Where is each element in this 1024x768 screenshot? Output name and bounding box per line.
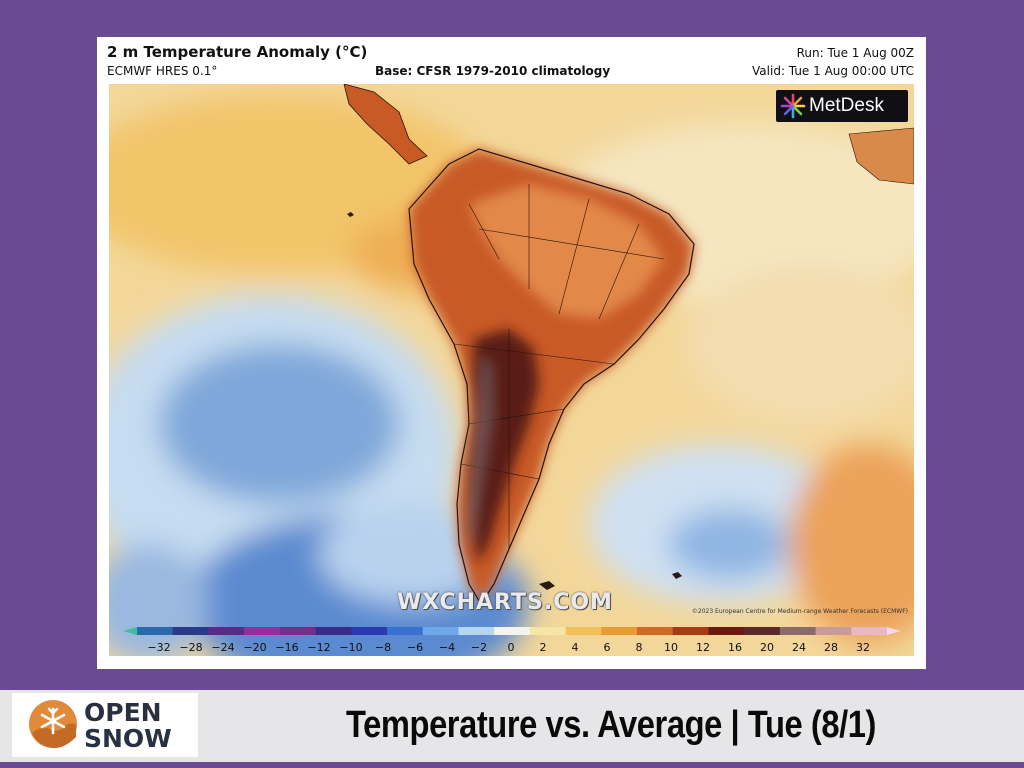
metdesk-label: MetDesk xyxy=(809,95,884,116)
colorbar-cell xyxy=(137,627,174,635)
run-label: Run: Tue 1 Aug 00Z xyxy=(796,46,914,60)
colorbar-tick-label: −20 xyxy=(243,641,267,654)
colorbar-tick-label: 20 xyxy=(760,641,774,654)
colorbar-tick-label: 32 xyxy=(856,641,870,654)
chart-title: 2 m Temperature Anomaly (°C) xyxy=(107,43,368,61)
base-label: Base: CFSR 1979-2010 climatology xyxy=(375,64,611,78)
colorbar-tick-label: −32 xyxy=(147,641,171,654)
chart-frame: 2 m Temperature Anomaly (°C) ECMWF HRES … xyxy=(97,37,926,669)
colorbar xyxy=(123,627,901,635)
colorbar-tick-label: −12 xyxy=(307,641,331,654)
colorbar-cell xyxy=(208,627,245,635)
colorbar-extend-low xyxy=(123,627,137,635)
anomaly-map: MetDesk WXCHARTS.COM ©2023 European Cent… xyxy=(109,84,914,656)
colorbar-cell xyxy=(637,627,674,635)
colorbar-tick-label: 6 xyxy=(603,641,611,654)
colorbar-cell xyxy=(387,627,424,635)
andes-cool-band xyxy=(465,354,495,554)
valid-label: Valid: Tue 1 Aug 00:00 UTC xyxy=(752,64,914,78)
colorbar-cell xyxy=(529,627,567,635)
colorbar-tick-label: 24 xyxy=(792,641,806,654)
colorbar-cell xyxy=(708,627,745,635)
colorbar-cell xyxy=(458,627,495,635)
colorbar-cell xyxy=(815,627,852,635)
logo-snow-text: SNOW xyxy=(84,724,172,753)
colorbar-tick-label: −4 xyxy=(438,641,456,654)
colorbar-cell xyxy=(315,627,352,635)
colorbar-cell xyxy=(351,627,388,635)
colorbar-cells xyxy=(123,627,901,635)
colorbar-tick-label: −24 xyxy=(211,641,235,654)
opensnow-logo: OPEN SNOW xyxy=(12,693,198,757)
anomaly-map-svg xyxy=(109,84,914,656)
metdesk-sunburst-icon xyxy=(780,93,806,119)
colorbar-tick-label: −28 xyxy=(179,641,203,654)
wxcharts-watermark: WXCHARTS.COM xyxy=(397,590,613,615)
model-label: ECMWF HRES 0.1° xyxy=(107,64,218,78)
colorbar-cell xyxy=(244,627,281,635)
colorbar-tick-label: 8 xyxy=(635,641,643,654)
colorbar-cell xyxy=(172,627,209,635)
opensnow-snowflake-icon xyxy=(29,700,77,749)
colorbar-cell xyxy=(779,627,817,635)
colorbar-tick-label: 12 xyxy=(696,641,710,654)
colorbar-ticks: −32 −28 −24 −20 −16 −12 −10 −8 −6 −4 −2 0 2 4 6 8 10 12 16… xyxy=(97,641,926,655)
colorbar-tick-label: −16 xyxy=(275,641,299,654)
colorbar-tick-label: 0 xyxy=(507,641,515,654)
colorbar-tick-label: 2 xyxy=(539,641,547,654)
colorbar-tick-label: 10 xyxy=(664,641,678,654)
colorbar-cell xyxy=(422,627,459,635)
colorbar-cell xyxy=(565,627,602,635)
colorbar-cell xyxy=(744,627,781,635)
colorbar-tick-label: 16 xyxy=(728,641,742,654)
colorbar-tick-label: −6 xyxy=(406,641,424,654)
ecmwf-copyright: ©2023 European Centre for Medium-range W… xyxy=(691,608,908,615)
colorbar-tick-label: −2 xyxy=(470,641,488,654)
colorbar-tick-label: −10 xyxy=(339,641,363,654)
logo-open-text: OPEN xyxy=(84,698,162,727)
colorbar-cell xyxy=(279,627,317,635)
colorbar-cell xyxy=(851,627,888,635)
colorbar-cell xyxy=(672,627,709,635)
colorbar-cell xyxy=(601,627,638,635)
colorbar-cell xyxy=(494,627,531,635)
metdesk-logo: MetDesk xyxy=(776,90,908,122)
colorbar-tick-label: −8 xyxy=(374,641,392,654)
colorbar-extend-high xyxy=(887,627,901,635)
slide-caption: Temperature vs. Average | Tue (8/1) xyxy=(346,703,876,746)
colorbar-tick-label: 4 xyxy=(571,641,579,654)
colorbar-tick-label: 28 xyxy=(824,641,838,654)
